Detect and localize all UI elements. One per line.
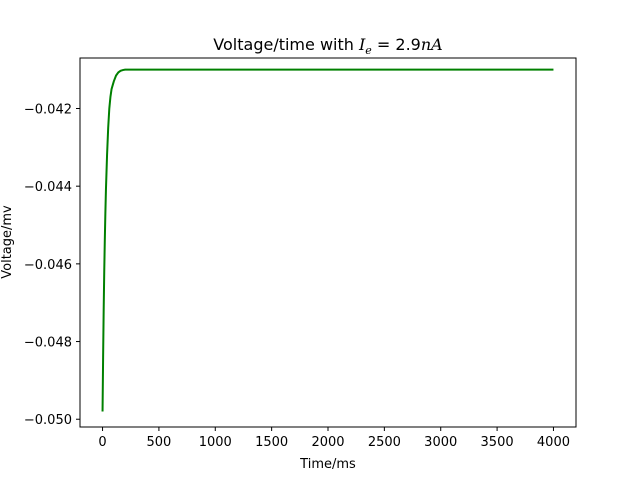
- y-axis: −0.050 −0.048 −0.046 −0.044 −0.042: [24, 102, 80, 428]
- x-axis: 0 500 1000 1500 2000 2500 3000 3500 4000: [98, 427, 570, 450]
- x-tick-label: 500: [146, 435, 171, 450]
- x-tick-label: 1500: [255, 435, 288, 450]
- chart-title-subscript: e: [365, 44, 372, 57]
- x-tick-label: 2500: [368, 435, 401, 450]
- voltage-series-line: [101, 68, 554, 412]
- y-tick-label: −0.042: [24, 102, 72, 117]
- chart-title-unit: nA: [421, 35, 443, 54]
- chart-title-value: = 2.9: [372, 35, 421, 54]
- x-axis-label: Time/ms: [299, 457, 356, 472]
- y-axis-label: Voltage/mv: [0, 205, 15, 279]
- chart-title-prefix: Voltage/time with: [213, 35, 359, 54]
- x-tick-label: 3000: [424, 435, 457, 450]
- y-tick-label: −0.046: [24, 258, 72, 273]
- chart-title-var: I: [358, 35, 366, 54]
- plot-area: [101, 68, 554, 412]
- x-tick-label: 3500: [481, 435, 514, 450]
- plot-frame: [79, 57, 577, 428]
- x-tick-label: 4000: [537, 435, 570, 450]
- y-tick-label: −0.048: [24, 336, 72, 351]
- chart-title: Voltage/time with Ie = 2.9nA: [213, 35, 442, 57]
- x-tick-label: 0: [98, 435, 106, 450]
- x-tick-label: 1000: [199, 435, 232, 450]
- y-tick-label: −0.044: [24, 180, 72, 195]
- y-tick-label: −0.050: [24, 413, 72, 428]
- x-tick-label: 2000: [311, 435, 344, 450]
